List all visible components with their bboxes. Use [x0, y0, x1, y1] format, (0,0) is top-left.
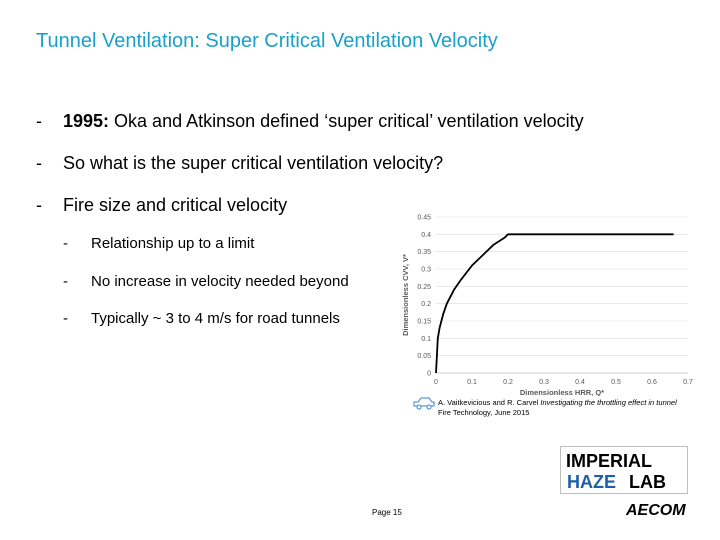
bullet-bold-year: 1995: — [63, 111, 110, 131]
imperial-hazelab-logo: IMPERIAL HAZE LAB — [560, 446, 688, 494]
y-tick-label: 0.25 — [417, 284, 431, 291]
sub-bullet-dash: - — [63, 273, 68, 290]
x-tick-label: 0.3 — [539, 379, 549, 386]
y-tick-label: 0.2 — [421, 301, 431, 308]
x-tick-label: 0.1 — [467, 379, 477, 386]
critical-velocity-chart: 0 0.05 0.1 0.15 0.2 0.25 0.3 0.35 0.4 0.45 0 0.1 0.2… — [401, 215, 693, 397]
bullet-text: 1995: Oka and Atkinson defined ‘super cr… — [63, 111, 584, 132]
x-tick-label: 0.7 — [683, 379, 693, 386]
logo-haze-text: HAZE — [567, 472, 616, 492]
chart-grid — [436, 216, 688, 356]
x-tick-label: 0.4 — [575, 379, 585, 386]
sub-bullet-text: Relationship up to a limit — [91, 235, 255, 252]
x-tick-label: 0 — [434, 379, 438, 386]
citation-line-1: A. Vaitkevicious and R. Carvel Investiga… — [438, 398, 677, 408]
x-axis-label: Dimensionless HRR, Q* — [520, 388, 604, 396]
citation-paper: Investigating the throttling effect in t… — [540, 398, 677, 407]
x-tick-label: 0.5 — [611, 379, 621, 386]
logo-lab-text: LAB — [629, 472, 666, 492]
y-tick-label: 0.45 — [417, 215, 431, 222]
citation-journal: Fire Technology, June 2015 — [438, 408, 530, 417]
aecom-logo-text: AECOM — [626, 502, 686, 518]
citation-authors: A. Vaitkevicious and R. Carvel — [438, 398, 541, 407]
y-tick-label: 0.1 — [421, 336, 431, 343]
bullet-rest: Oka and Atkinson defined ‘super critical… — [109, 111, 584, 131]
aecom-logo: AECOM — [626, 502, 686, 518]
y-tick-label: 0.35 — [417, 249, 431, 256]
x-tick-label: 0.6 — [647, 379, 657, 386]
chart-series — [435, 233, 674, 374]
y-tick-label: 0.3 — [421, 267, 431, 274]
bullet-text: Fire size and critical velocity — [63, 195, 288, 215]
hazelab-logo-graphic: IMPERIAL HAZE LAB — [566, 451, 666, 492]
page-number: Page 15 — [372, 508, 402, 517]
sub-bullet-dash: - — [63, 235, 68, 252]
logo-imperial-text: IMPERIAL — [566, 451, 652, 471]
bullet-dash: - — [36, 111, 42, 131]
x-tick-label: 0.2 — [503, 379, 513, 386]
car-icon — [413, 397, 435, 410]
sub-bullet-dash: - — [63, 310, 68, 327]
y-tick-label: 0.4 — [421, 232, 431, 239]
y-tick-label: 0 — [427, 371, 431, 378]
chart-citation: A. Vaitkevicious and R. Carvel Investiga… — [438, 398, 677, 418]
y-tick-label: 0.05 — [417, 353, 431, 360]
series-line — [435, 233, 674, 374]
sub-bullet-text: Typically ~ 3 to 4 m/s for road tunnels — [91, 310, 340, 327]
bullet-dash: - — [36, 153, 42, 173]
y-axis-label: Dimensionless CVV, V* — [401, 254, 410, 336]
bullet-text: So what is the super critical ventilatio… — [63, 153, 444, 173]
sub-bullet-text: No increase in velocity needed beyond — [91, 273, 349, 290]
chart-tick-labels: 0 0.05 0.1 0.15 0.2 0.25 0.3 0.35 0.4 0.45 0 0.1 0.2… — [417, 215, 693, 387]
slide-title: Tunnel Ventilation: Super Critical Venti… — [36, 30, 498, 52]
bullet-dash: - — [36, 195, 42, 215]
y-tick-label: 0.15 — [417, 319, 431, 326]
